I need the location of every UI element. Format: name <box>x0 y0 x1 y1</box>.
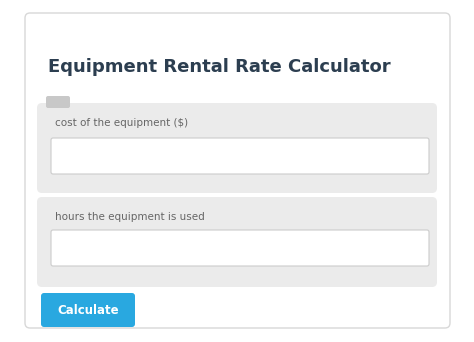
Text: Calculate: Calculate <box>57 303 119 316</box>
FancyBboxPatch shape <box>46 96 70 108</box>
Text: hours the equipment is used: hours the equipment is used <box>55 212 205 222</box>
Text: Equipment Rental Rate Calculator: Equipment Rental Rate Calculator <box>48 58 391 76</box>
FancyBboxPatch shape <box>25 13 450 328</box>
FancyBboxPatch shape <box>37 103 437 193</box>
Text: cost of the equipment ($): cost of the equipment ($) <box>55 118 188 128</box>
FancyBboxPatch shape <box>41 293 135 327</box>
FancyBboxPatch shape <box>37 197 437 287</box>
FancyBboxPatch shape <box>51 230 429 266</box>
FancyBboxPatch shape <box>51 138 429 174</box>
